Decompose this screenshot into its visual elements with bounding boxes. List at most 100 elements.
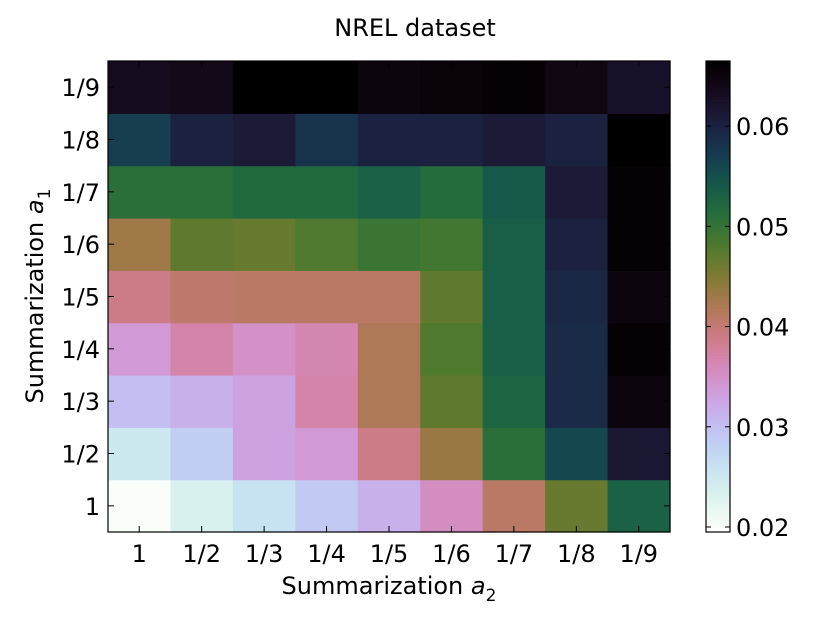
- colorbar-step: [706, 278, 730, 283]
- heatmap-cell: [357, 61, 421, 114]
- colorbar-step: [706, 134, 730, 139]
- colorbar-step: [706, 484, 730, 489]
- heatmap-cell: [482, 322, 546, 376]
- heatmap-cell: [607, 61, 671, 114]
- colorbar-step: [706, 505, 730, 510]
- x-tick-label: 1/4: [307, 540, 346, 568]
- heatmap-cell: [108, 165, 172, 219]
- colorbar-step: [706, 202, 730, 206]
- colorbar-step: [706, 102, 730, 106]
- heatmap-cell: [357, 479, 421, 533]
- colorbar-step: [706, 373, 730, 377]
- colorbar-step: [706, 208, 730, 212]
- heatmap-cell: [295, 427, 359, 481]
- colorbar-step: [706, 402, 730, 407]
- colorbar-step: [706, 63, 730, 68]
- x-axis-ticks: 1 1/2 1/3 1/4 1/5 1/6 1/7 1/8 1/9: [132, 61, 658, 568]
- colorbar-step: [706, 252, 730, 256]
- heatmap-cell: [420, 427, 484, 481]
- colorbar-step: [706, 96, 730, 100]
- x-tick-label: 1/2: [182, 540, 221, 568]
- colorbar-step: [706, 225, 730, 230]
- colorbar-step: [706, 320, 730, 324]
- heatmap-cell: [607, 479, 671, 533]
- colorbar-step: [706, 81, 730, 86]
- colorbar-step: [706, 434, 730, 439]
- x-tick-label: 1/8: [557, 540, 596, 568]
- colorbar-step: [706, 367, 730, 371]
- colorbar-tick-label: 0.02: [736, 514, 789, 542]
- colorbar-step: [706, 143, 730, 147]
- colorbar-step: [706, 490, 730, 495]
- colorbar-step: [706, 205, 730, 209]
- y-tick-label: 1: [85, 493, 100, 521]
- colorbar-step: [706, 258, 730, 262]
- colorbar-step: [706, 190, 730, 195]
- colorbar-step: [706, 272, 730, 277]
- heatmap-cell: [420, 322, 484, 376]
- colorbar-step: [706, 476, 730, 480]
- y-tick-label: 1/5: [61, 284, 100, 312]
- heatmap-cell: [170, 427, 234, 481]
- heatmap-cell: [482, 479, 546, 533]
- y-tick-label: 1/3: [61, 388, 100, 416]
- heatmap-cell: [607, 218, 671, 271]
- heatmap-cell: [607, 427, 671, 481]
- colorbar-step: [706, 325, 730, 330]
- colorbar-step: [706, 343, 730, 348]
- colorbar-step: [706, 287, 730, 292]
- colorbar-step: [706, 61, 730, 65]
- colorbar-step: [706, 164, 730, 168]
- colorbar-step: [706, 452, 730, 457]
- colorbar-step: [706, 375, 730, 380]
- colorbar-step: [706, 361, 730, 365]
- chart-title: NREL dataset: [334, 14, 496, 42]
- y-axis-ticks: 1 1/2 1/3 1/4 1/5 1/6 1/7 1/8 1/9: [61, 74, 670, 521]
- y-tick-label: 1/8: [61, 127, 100, 155]
- heatmap-cell: [357, 375, 421, 428]
- colorbar-step: [706, 411, 730, 415]
- colorbar-step: [706, 193, 730, 198]
- heatmap-cell: [482, 218, 546, 271]
- heatmap-cell: [232, 270, 296, 324]
- colorbar-step: [706, 158, 730, 162]
- colorbar-step: [706, 355, 730, 359]
- colorbar-step: [706, 249, 730, 253]
- colorbar-step: [706, 455, 730, 459]
- heatmap-cell: [170, 375, 234, 428]
- y-tick-label: 1/9: [61, 74, 100, 102]
- colorbar-step: [706, 370, 730, 374]
- heatmap-cell: [357, 322, 421, 376]
- colorbar-step: [706, 437, 730, 442]
- y-tick-label: 1/7: [61, 179, 100, 207]
- colorbar-step: [706, 322, 730, 327]
- heatmap-cell: [108, 322, 172, 376]
- colorbar-step: [706, 308, 730, 312]
- colorbar-step: [706, 267, 730, 271]
- x-tick-label: 1/7: [495, 540, 534, 568]
- x-tick-label: 1/3: [245, 540, 284, 568]
- colorbar-step: [706, 349, 730, 354]
- heatmap-cell: [108, 61, 172, 114]
- colorbar-step: [706, 496, 730, 501]
- colorbar-step: [706, 284, 730, 289]
- colorbar-step: [706, 228, 730, 233]
- heatmap-cell: [482, 113, 546, 167]
- y-tick-label: 1/4: [61, 336, 100, 364]
- colorbar-step: [706, 317, 730, 321]
- colorbar-step: [706, 523, 730, 527]
- colorbar-step: [706, 420, 730, 424]
- colorbar-step: [706, 311, 730, 315]
- heatmap-cell: [232, 165, 296, 219]
- x-axis-label: Summarization a2: [282, 572, 497, 606]
- colorbar-step: [706, 75, 730, 80]
- heatmap-cell: [420, 61, 484, 114]
- colorbar-tick-label: 0.06: [736, 113, 789, 141]
- colorbar-step: [706, 181, 730, 186]
- heatmap-cell: [607, 270, 671, 324]
- colorbar-step: [706, 122, 730, 127]
- colorbar-step: [706, 346, 730, 351]
- colorbar-step: [706, 243, 730, 248]
- colorbar-step: [706, 125, 730, 130]
- colorbar-step: [706, 161, 730, 165]
